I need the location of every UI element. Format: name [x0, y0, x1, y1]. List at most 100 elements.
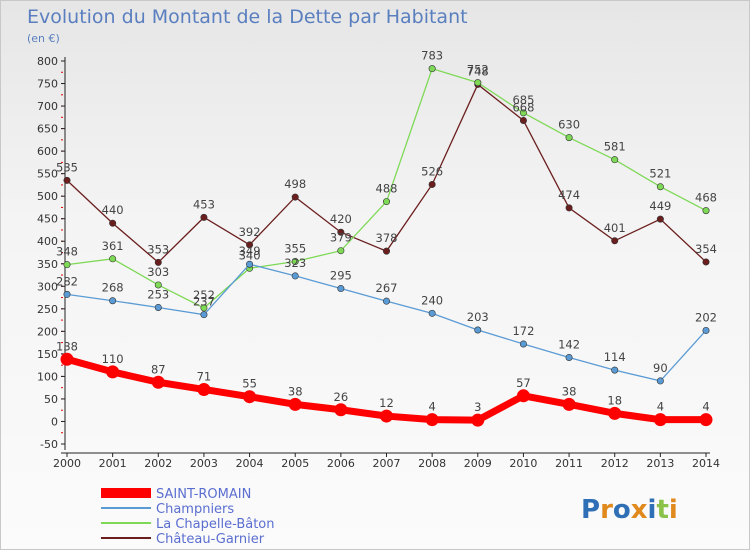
data-label: 3	[474, 400, 481, 414]
data-label: 240	[421, 293, 443, 307]
data-label: 668	[512, 100, 534, 114]
legend-item: Champniers	[101, 502, 234, 517]
data-point	[474, 79, 482, 87]
data-point	[197, 382, 211, 396]
chart-title: Evolution du Montant de la Dette par Hab…	[27, 6, 468, 28]
x-tick-label: 2014	[692, 457, 720, 470]
data-label: 453	[193, 197, 215, 211]
y-tick-label: 200	[37, 325, 58, 338]
data-label: 474	[558, 188, 580, 202]
y-tick-label: -50	[40, 438, 58, 451]
x-tick-label: 2009	[464, 457, 492, 470]
series-la-chapelle-b-ton	[63, 65, 710, 312]
y-tick-label: 350	[37, 258, 58, 271]
data-label: 172	[512, 324, 534, 338]
logo-letter: i	[648, 495, 657, 525]
data-point	[109, 219, 117, 227]
data-point	[562, 397, 576, 411]
data-label: 521	[649, 167, 671, 181]
data-label: 488	[376, 182, 398, 196]
data-label: 267	[376, 281, 398, 295]
data-point	[471, 413, 485, 427]
data-point	[565, 353, 573, 361]
x-tick-label: 2001	[99, 457, 127, 470]
legend-item: SAINT-ROMAIN	[101, 487, 251, 502]
data-point	[519, 109, 527, 117]
data-label: 353	[147, 242, 169, 256]
data-label: 4	[428, 400, 435, 414]
x-tick-label: 2000	[53, 457, 81, 470]
data-point	[699, 413, 713, 427]
data-point	[656, 377, 664, 385]
legend-item: La Chapelle-Bâton	[101, 517, 275, 532]
data-label: 392	[239, 225, 261, 239]
data-labels: 535 440 353 453 392 498 420 378 526 748 668 474 401 4…	[56, 49, 717, 414]
data-point	[608, 406, 622, 420]
data-label: 420	[330, 212, 352, 226]
data-point	[425, 413, 439, 427]
data-label: 252	[193, 288, 215, 302]
data-label: 18	[607, 393, 622, 407]
y-tick-label: 150	[37, 348, 58, 361]
data-point	[656, 215, 664, 223]
y-tick-label: 500	[37, 190, 58, 203]
data-point	[291, 272, 299, 280]
data-label: 38	[288, 384, 303, 398]
data-label: 295	[330, 269, 352, 283]
data-label: 4	[657, 400, 664, 414]
legend-swatch	[101, 488, 151, 498]
data-label: 12	[379, 396, 394, 410]
proxiti-logo: Proxiti	[581, 495, 678, 525]
logo-letter: P	[581, 495, 600, 525]
y-tick-label: 300	[37, 280, 58, 293]
data-point	[291, 258, 299, 266]
data-label: 379	[330, 231, 352, 245]
data-point	[428, 65, 436, 73]
data-label: 71	[197, 369, 212, 383]
series-saint-romain	[60, 352, 713, 427]
data-label: 268	[102, 281, 124, 295]
x-tick-label: 2008	[418, 457, 446, 470]
data-label: 498	[284, 177, 306, 191]
data-label: 57	[516, 376, 531, 390]
series-champniers	[63, 260, 710, 385]
data-point	[611, 237, 619, 245]
y-tick-label: 250	[37, 303, 58, 316]
legend-label: SAINT-ROMAIN	[156, 487, 251, 502]
y-tick-label: 400	[37, 235, 58, 248]
data-point	[337, 228, 345, 236]
data-point	[380, 409, 393, 423]
data-label: 38	[562, 384, 577, 398]
x-tick-label: 2010	[509, 457, 537, 470]
y-tick-label: 600	[37, 145, 58, 158]
data-label: 303	[147, 265, 169, 279]
data-label: 449	[649, 199, 671, 213]
data-label: 355	[284, 242, 306, 256]
logo-letter: i	[669, 495, 678, 525]
data-point	[337, 247, 345, 255]
data-point	[516, 389, 530, 403]
x-tick-label: 2012	[601, 457, 629, 470]
data-point	[382, 297, 390, 305]
data-label: 401	[604, 221, 626, 235]
data-point	[702, 258, 710, 266]
data-label: 440	[102, 203, 124, 217]
y-tick-label: 0	[51, 415, 58, 428]
y-tick-label: 100	[37, 370, 58, 383]
data-point	[702, 207, 710, 215]
logo-letter: t	[656, 495, 668, 525]
data-label: 323	[284, 256, 306, 270]
data-label: 361	[102, 239, 124, 253]
data-point	[243, 390, 257, 404]
legend-item: Château-Garnier	[101, 532, 265, 547]
unit-label: (en €)	[27, 32, 60, 45]
y-tick-label: 550	[37, 168, 58, 181]
data-label: 748	[467, 64, 489, 78]
data-point	[611, 156, 619, 164]
data-point	[60, 352, 74, 366]
data-point	[428, 309, 436, 317]
data-label: 237	[193, 295, 215, 309]
y-tick-label: 450	[37, 213, 58, 226]
data-point	[154, 258, 162, 266]
